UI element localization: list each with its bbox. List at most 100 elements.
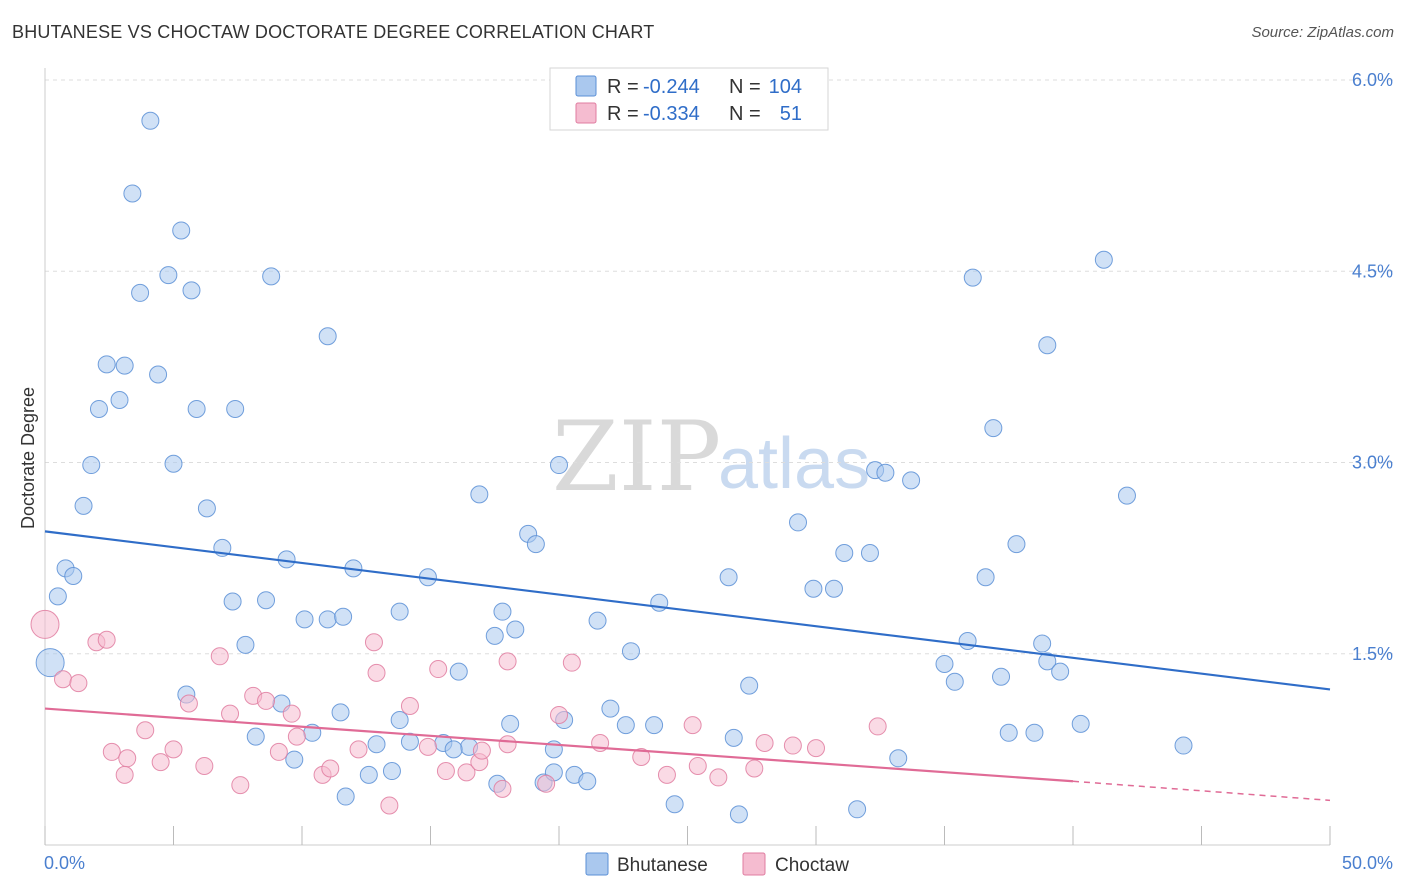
bhutanese-point-102 — [1174, 736, 1193, 755]
legend-swatch-choctaw — [575, 102, 597, 124]
bhutanese-point-57 — [1033, 634, 1052, 653]
y-tick-label-0: 1.5% — [1352, 644, 1393, 664]
bhutanese-point-77 — [601, 699, 620, 718]
bhutanese-point-39 — [588, 611, 607, 630]
choctaw-point-6 — [364, 633, 383, 652]
bhutanese-point-50 — [963, 268, 982, 287]
bottom-legend-label-bhutanese: Bhutanese — [617, 855, 708, 876]
bhutanese-point-20 — [64, 566, 83, 585]
trend-line-bhutanese — [44, 530, 1331, 691]
bhutanese-point-65 — [992, 667, 1011, 686]
trend-line-choctaw-extension — [1072, 780, 1331, 802]
bhutanese-point-49 — [902, 471, 921, 490]
bhutanese-point-56 — [1038, 336, 1057, 355]
bhutanese-point-4 — [182, 281, 201, 300]
choctaw-point-49 — [231, 776, 250, 795]
gridlines — [45, 79, 1395, 655]
bhutanese-point-59 — [1051, 662, 1070, 681]
bhutanese-point-92 — [578, 772, 597, 791]
bhutanese-point-36 — [485, 626, 504, 645]
choctaw-point-40 — [632, 748, 651, 767]
choctaw-point-50 — [380, 796, 399, 815]
bhutanese-point-72 — [390, 711, 409, 730]
bhutanese-point-79 — [645, 716, 664, 735]
bhutanese-point-28 — [318, 610, 337, 629]
choctaw-point-9 — [498, 652, 517, 671]
bhutanese-point-55 — [976, 568, 995, 587]
choctaw-point-2 — [97, 630, 116, 649]
bhutanese-point-53 — [958, 632, 977, 650]
bhutanese-point-35 — [550, 456, 568, 475]
bhutanese-point-45 — [835, 544, 854, 563]
legend-r-label-choctaw: R = — [607, 103, 639, 125]
legend-n-value-choctaw: 51 — [780, 103, 802, 125]
bhutanese-point-7 — [318, 327, 337, 346]
bhutanese-point-95 — [724, 728, 743, 747]
bhutanese-point-88 — [336, 787, 355, 806]
bhutanese-point-64 — [824, 579, 843, 598]
choctaw-point-11 — [179, 694, 198, 713]
bhutanese-point-101 — [1071, 714, 1090, 733]
axes — [44, 68, 1331, 846]
choctaw-point-27 — [287, 727, 306, 746]
bhutanese-point-96 — [729, 805, 748, 824]
bhutanese-point-17 — [74, 496, 93, 515]
bhutanese-point-84 — [246, 727, 265, 746]
bhutanese-point-2 — [172, 221, 191, 240]
choctaw-point-5 — [210, 647, 229, 666]
choctaw-point-43 — [709, 768, 728, 787]
tick-labels: 1.5% 3.0% 4.5% 6.0% 0.0% 50.0% — [44, 70, 1393, 873]
legend-r-value-choctaw: -0.334 — [643, 103, 700, 125]
choctaw-point-44 — [745, 759, 764, 778]
bhutanese-point-67 — [35, 648, 65, 678]
bhutanese-point-78 — [616, 716, 635, 735]
choctaw-point-32 — [436, 762, 455, 781]
bhutanese-point-15 — [82, 456, 101, 475]
watermark-zip: ZIP — [552, 401, 721, 513]
choctaw-point-15 — [282, 704, 301, 723]
bhutanese-point-38 — [506, 620, 525, 639]
bottom-legend-swatch-choctaw — [742, 852, 766, 876]
bhutanese-point-71 — [331, 703, 350, 722]
y-axis-label: Doctorate Degree — [18, 387, 38, 529]
bhutanese-point-34 — [526, 535, 545, 554]
bhutanese-point-46 — [860, 544, 879, 563]
bhutanese-point-11 — [110, 391, 129, 410]
y-tick-label-3: 6.0% — [1352, 70, 1393, 90]
legend-n-value-bhutanese: 104 — [769, 76, 802, 98]
bhutanese-point-99 — [999, 723, 1018, 742]
bhutanese-point-40 — [621, 642, 640, 661]
bhutanese-point-97 — [848, 800, 867, 819]
bhutanese-point-74 — [501, 714, 520, 733]
bhutanese-point-63 — [804, 579, 823, 598]
bhutanese-point-42 — [449, 662, 468, 681]
x-tick-label-1: 50.0% — [1342, 853, 1393, 873]
bhutanese-point-103 — [444, 740, 463, 759]
watermark-atlas: atlas — [718, 424, 870, 504]
choctaw-point-10 — [562, 653, 581, 672]
legend-n-label-bhutanese: N = — [729, 76, 761, 98]
bhutanese-point-37 — [493, 602, 512, 621]
bhutanese-point-44 — [789, 513, 808, 532]
bhutanese-point-98 — [889, 749, 908, 768]
legend-swatch-bhutanese — [575, 75, 597, 97]
bhutanese-point-66 — [945, 672, 964, 691]
choctaw-point-25 — [195, 756, 214, 775]
bhutanese-point-29 — [334, 607, 353, 626]
bhutanese-point-62 — [740, 676, 759, 695]
choctaw-point-26 — [269, 742, 288, 761]
bhutanese-point-5 — [131, 283, 150, 302]
choctaw-point-4 — [69, 674, 88, 693]
choctaw-point-7 — [367, 663, 386, 682]
chart-title: BHUTANESE VS CHOCTAW DOCTORATE DEGREE CO… — [12, 22, 655, 42]
choctaw-point-12 — [221, 704, 240, 723]
bhutanese-point-10 — [149, 365, 168, 384]
bhutanese-point-94 — [665, 795, 684, 814]
y-tick-label-1: 3.0% — [1352, 453, 1393, 473]
bhutanese-point-86 — [382, 762, 401, 781]
choctaw-point-33 — [457, 763, 476, 782]
choctaw-point-23 — [151, 753, 170, 772]
choctaw-point-24 — [164, 740, 183, 759]
choctaw-point-29 — [321, 759, 340, 778]
